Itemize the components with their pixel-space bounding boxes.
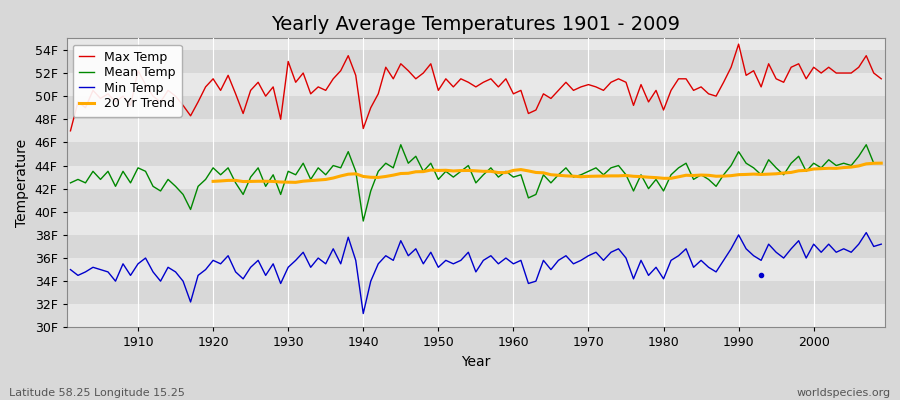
Bar xyxy=(67,73,885,96)
Bar xyxy=(67,258,885,281)
Max Temp xyxy=(734,42,744,46)
Bar xyxy=(67,166,885,189)
Max Temp xyxy=(336,68,346,73)
Min Temp xyxy=(516,258,526,263)
Min Temp xyxy=(508,262,518,266)
Mean Temp xyxy=(523,196,534,200)
Min Temp xyxy=(606,250,616,255)
Max Temp xyxy=(598,88,609,93)
Mean Temp xyxy=(358,219,369,224)
Bar xyxy=(67,119,885,142)
Min Temp xyxy=(358,311,369,316)
Title: Yearly Average Temperatures 1901 - 2009: Yearly Average Temperatures 1901 - 2009 xyxy=(272,15,680,34)
Min Temp xyxy=(65,267,76,272)
Line: Mean Temp: Mean Temp xyxy=(70,145,881,221)
20 Yr Trend xyxy=(680,173,691,178)
Line: Max Temp: Max Temp xyxy=(70,44,881,131)
Max Temp xyxy=(500,76,511,81)
Bar xyxy=(67,304,885,328)
Text: worldspecies.org: worldspecies.org xyxy=(796,388,891,398)
X-axis label: Year: Year xyxy=(461,355,491,369)
Bar xyxy=(67,50,885,73)
Max Temp xyxy=(65,128,76,133)
Line: Min Temp: Min Temp xyxy=(70,232,881,314)
20 Yr Trend xyxy=(770,171,781,176)
20 Yr Trend xyxy=(305,178,316,183)
20 Yr Trend xyxy=(291,180,302,185)
Legend: Max Temp, Mean Temp, Min Temp, 20 Yr Trend: Max Temp, Mean Temp, Min Temp, 20 Yr Tre… xyxy=(73,44,182,116)
Bar xyxy=(67,281,885,304)
Bar xyxy=(67,235,885,258)
Line: 20 Yr Trend: 20 Yr Trend xyxy=(213,163,881,182)
Mean Temp xyxy=(395,142,406,147)
Mean Temp xyxy=(65,180,76,185)
Max Temp xyxy=(876,76,886,81)
Bar xyxy=(67,212,885,235)
Min Temp xyxy=(876,242,886,246)
Min Temp xyxy=(291,258,302,263)
Bar xyxy=(67,96,885,119)
Max Temp xyxy=(125,103,136,108)
Min Temp xyxy=(125,273,136,278)
Y-axis label: Temperature: Temperature xyxy=(15,139,29,227)
20 Yr Trend xyxy=(853,164,864,168)
Mean Temp xyxy=(125,180,136,185)
20 Yr Trend xyxy=(876,161,886,166)
Min Temp xyxy=(860,230,871,235)
20 Yr Trend xyxy=(208,179,219,184)
Max Temp xyxy=(508,92,518,96)
Mean Temp xyxy=(876,161,886,166)
Max Temp xyxy=(291,80,302,85)
20 Yr Trend xyxy=(786,170,796,175)
Bar xyxy=(67,142,885,166)
Min Temp xyxy=(336,262,346,266)
Mean Temp xyxy=(291,172,302,177)
Mean Temp xyxy=(336,166,346,170)
Mean Temp xyxy=(516,172,526,177)
Bar xyxy=(67,189,885,212)
Text: Latitude 58.25 Longitude 15.25: Latitude 58.25 Longitude 15.25 xyxy=(9,388,184,398)
20 Yr Trend xyxy=(418,169,428,174)
Mean Temp xyxy=(613,163,624,168)
